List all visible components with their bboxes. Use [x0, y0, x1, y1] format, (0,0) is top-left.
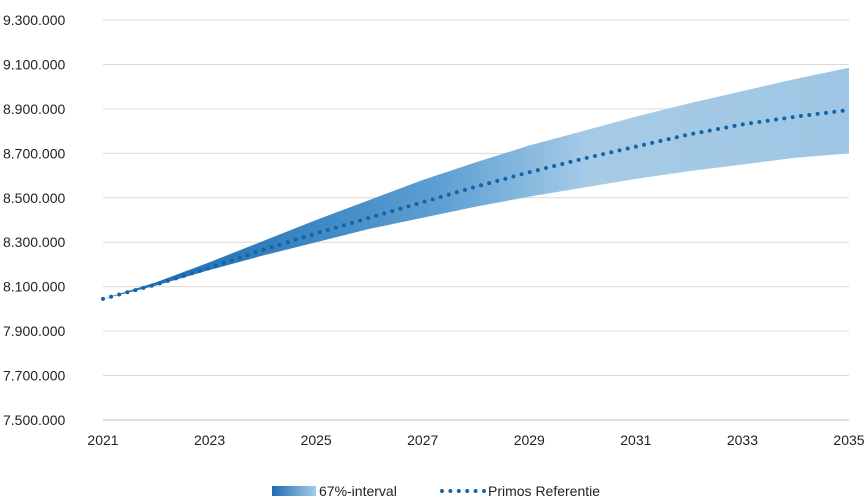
y-tick-label: 8.300.000	[3, 234, 65, 250]
y-tick-label: 8.900.000	[3, 101, 65, 117]
y-tick-label: 7.500.000	[3, 412, 65, 428]
x-tick-label: 2021	[87, 432, 118, 448]
x-tick-label: 2029	[514, 432, 545, 448]
legend: 67%-interval Primos Referentie	[272, 483, 600, 499]
interval-band-layer	[103, 67, 849, 299]
x-tick-label: 2031	[620, 432, 651, 448]
reference-line-layer	[101, 108, 851, 301]
x-axis-ticks: 2021 2023 2025 2027 2029 2031 2033 2035	[87, 432, 864, 448]
gridlines	[103, 19, 849, 421]
y-tick-label: 9.300.000	[3, 12, 65, 28]
legend-interval-swatch	[272, 486, 316, 496]
y-tick-label: 8.700.000	[3, 145, 65, 161]
x-tick-label: 2033	[727, 432, 758, 448]
x-tick-label: 2025	[301, 432, 332, 448]
reference-line	[101, 108, 851, 301]
y-tick-label: 7.700.000	[3, 368, 65, 384]
x-tick-label: 2023	[194, 432, 225, 448]
legend-reference-label: Primos Referentie	[488, 483, 600, 499]
legend-interval-label: 67%-interval	[319, 483, 397, 499]
y-tick-label: 8.100.000	[3, 279, 65, 295]
x-tick-label: 2035	[833, 432, 864, 448]
y-tick-label: 7.900.000	[3, 323, 65, 339]
y-axis-ticks: 7.500.000 7.700.000 7.900.000 8.100.000 8.30…	[3, 12, 65, 428]
interval-band	[103, 67, 849, 299]
x-tick-label: 2027	[407, 432, 438, 448]
y-tick-label: 9.100.000	[3, 56, 65, 72]
y-tick-label: 8.500.000	[3, 190, 65, 206]
